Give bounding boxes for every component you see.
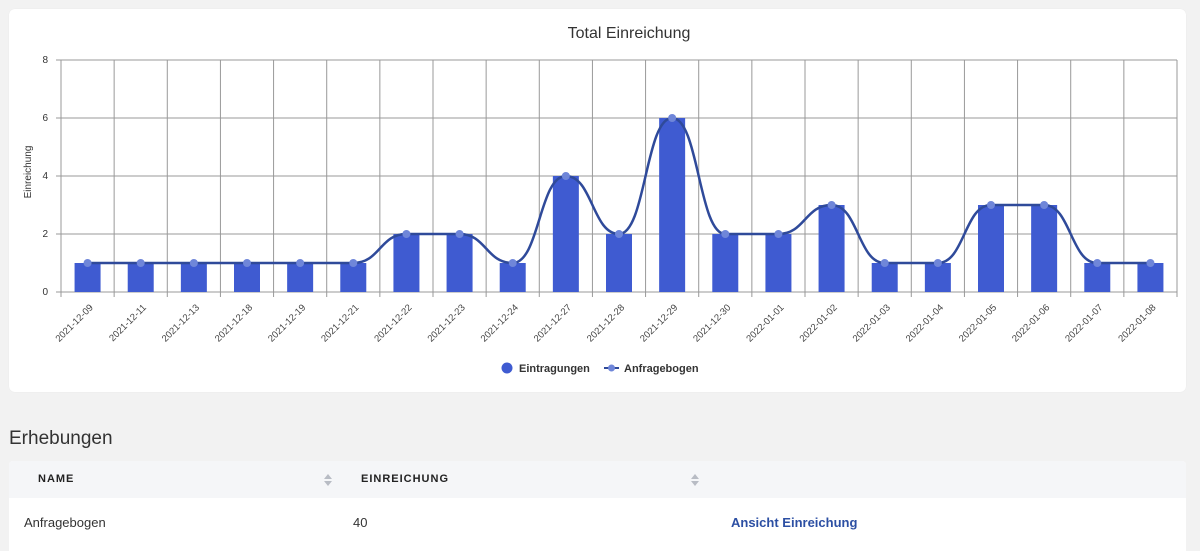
line-point <box>243 259 251 267</box>
line-point <box>721 230 730 238</box>
line-point <box>83 259 92 267</box>
bar <box>1084 263 1111 292</box>
x-tick-label: 2021-12-13 <box>160 302 202 344</box>
row-count: 40 <box>353 515 368 530</box>
line-point <box>561 172 570 180</box>
view-submission-link[interactable]: Ansicht Einreichung <box>731 515 858 530</box>
x-tick-label: 2021-12-11 <box>107 302 149 344</box>
sort-icon[interactable] <box>324 474 332 486</box>
y-axis-label: Einreichung <box>23 146 34 199</box>
line-point <box>1146 259 1155 267</box>
bar <box>393 234 420 292</box>
column-header-name[interactable]: NAME <box>38 473 75 485</box>
chart-title: Total Einreichung <box>568 25 691 42</box>
line-point <box>1040 201 1049 209</box>
line-point <box>615 230 623 238</box>
bar <box>818 205 845 292</box>
legend-marker-point <box>608 364 615 372</box>
bar <box>1031 205 1058 292</box>
submission-chart: Total Einreichung 0 2 4 6 8 Einreichung 2021-12… <box>23 25 1178 375</box>
x-tick-label: 2022-01-04 <box>904 302 946 344</box>
x-tick-label: 2021-12-29 <box>638 302 680 344</box>
table-header: NAME EINREICHUNG <box>9 461 1186 498</box>
y-tick-label: 0 <box>42 287 48 298</box>
x-tick-label: 2021-12-18 <box>213 302 255 344</box>
bar <box>1137 263 1164 292</box>
bar <box>712 234 739 292</box>
chart-card: Total Einreichung 0 2 4 6 8 Einreichung 2021-12… <box>9 9 1186 392</box>
line-point <box>668 114 677 122</box>
legend-label: Eintragungen <box>519 363 590 375</box>
line-point <box>455 230 464 238</box>
line-point <box>349 259 358 267</box>
y-tick-label: 6 <box>42 113 48 124</box>
x-tick-label: 2022-01-08 <box>1116 302 1158 344</box>
line-point <box>189 259 198 267</box>
bar <box>499 263 526 292</box>
line-point <box>827 201 836 209</box>
bar <box>74 263 101 292</box>
sort-icon[interactable] <box>691 474 699 486</box>
line-point <box>136 259 145 267</box>
x-tick-label: 2022-01-01 <box>744 302 786 344</box>
x-tick-label: 2021-12-19 <box>266 302 308 344</box>
x-tick-label: 2021-12-27 <box>532 302 574 344</box>
bar <box>127 263 154 292</box>
x-tick-label: 2021-12-24 <box>479 302 521 344</box>
row-name: Anfragebogen <box>24 515 106 530</box>
legend-marker-eintragungen <box>501 362 513 374</box>
line-point <box>880 259 889 267</box>
x-tick-label: 2021-12-28 <box>585 302 627 344</box>
x-tick-label: 2021-12-30 <box>691 302 733 344</box>
line-point <box>774 230 783 238</box>
y-tick-label: 8 <box>42 55 48 66</box>
section-title: Erhebungen <box>9 428 113 449</box>
x-tick-label: 2022-01-06 <box>1010 302 1052 344</box>
bar <box>924 263 951 292</box>
bar <box>606 234 632 292</box>
x-tick-label: 2021-12-23 <box>426 302 468 344</box>
line-point <box>1093 259 1102 267</box>
x-tick-label: 2021-12-21 <box>319 302 361 344</box>
column-header-einreichung[interactable]: EINREICHUNG <box>361 473 450 485</box>
surveys-table: NAME EINREICHUNG Anfragebogen 40 Ansicht… <box>9 461 1186 551</box>
bar <box>234 263 260 292</box>
bar <box>765 234 792 292</box>
y-tick-label: 4 <box>42 171 48 182</box>
x-tick-label: 2022-01-03 <box>851 302 893 344</box>
line-point <box>296 259 305 267</box>
y-tick-label: 2 <box>42 229 48 240</box>
line-point <box>402 230 411 238</box>
line-point <box>987 201 995 209</box>
line-point <box>508 259 517 267</box>
legend-label: Anfragebogen <box>624 363 699 375</box>
bar <box>659 118 686 292</box>
line-point <box>933 259 942 267</box>
x-tick-label: 2022-01-02 <box>798 302 840 344</box>
bar <box>871 263 898 292</box>
x-tick-label: 2022-01-05 <box>957 302 999 344</box>
x-tick-label: 2022-01-07 <box>1063 302 1105 344</box>
x-tick-label: 2021-12-09 <box>54 302 96 344</box>
x-tick-label: 2021-12-22 <box>372 302 414 344</box>
bar <box>446 234 473 292</box>
bar <box>978 205 1004 292</box>
bar <box>552 176 579 292</box>
bar <box>180 263 207 292</box>
bar <box>287 263 314 292</box>
bar <box>340 263 367 292</box>
